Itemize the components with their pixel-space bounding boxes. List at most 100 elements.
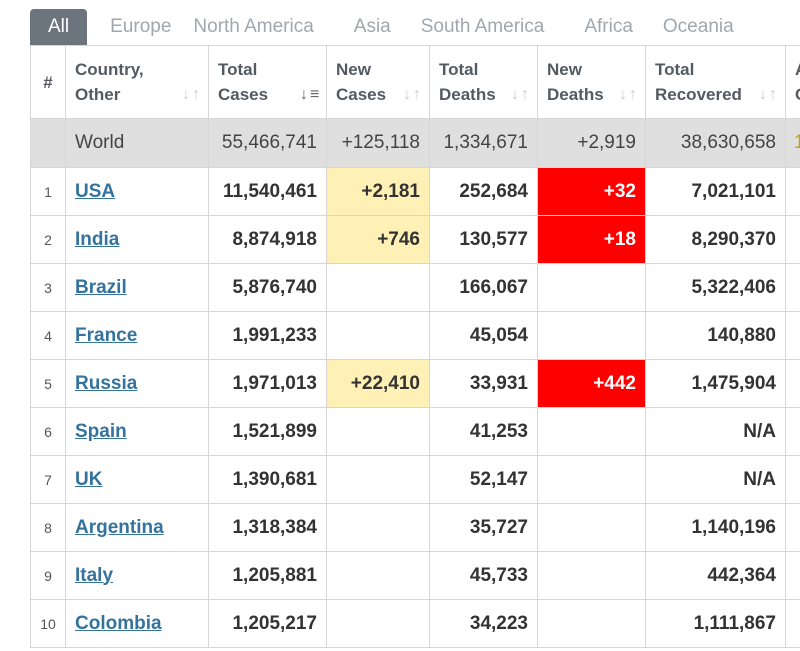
- active-cases-cell-partial: [785, 263, 800, 312]
- region-tabs: All Europe North America Asia South Amer…: [30, 9, 745, 45]
- country-link: France: [65, 311, 209, 360]
- col-header-new-cases[interactable]: New Cases ↓ ↑: [326, 45, 430, 119]
- active-cases-cell-partial: [785, 359, 800, 408]
- country-link[interactable]: India: [75, 228, 120, 250]
- total-cases-cell: 1,971,013: [208, 359, 327, 408]
- row-rank: 4: [30, 311, 66, 360]
- new-cases-cell: [326, 599, 430, 648]
- country-link: UK: [65, 455, 209, 504]
- tab-africa[interactable]: Africa: [584, 16, 633, 37]
- world-rank: [30, 118, 66, 168]
- active-cases-cell-partial: [785, 311, 800, 360]
- table-row: 4 France 1,991,233 45,054 140,880: [30, 311, 800, 360]
- total-deaths-cell: 41,253: [429, 407, 538, 456]
- sort-desc-icon[interactable]: ↓ ≡: [300, 86, 320, 103]
- tab-south-america[interactable]: South America: [420, 16, 545, 37]
- world-active-partial: 1: [785, 118, 800, 168]
- total-cases-cell: 1,390,681: [208, 455, 327, 504]
- col-header-country[interactable]: Country, Other ↓ ↑: [65, 45, 209, 119]
- row-rank: 2: [30, 215, 66, 264]
- new-deaths-cell: +442: [537, 359, 646, 408]
- total-deaths-cell: 35,727: [429, 503, 538, 552]
- total-deaths-cell: 45,054: [429, 311, 538, 360]
- col-header-total-recovered[interactable]: Total Recovered ↓ ↑: [645, 45, 786, 119]
- total-cases-cell: 11,540,461: [208, 167, 327, 216]
- total-deaths-cell: 52,147: [429, 455, 538, 504]
- total-deaths-cell: 252,684: [429, 167, 538, 216]
- country-link[interactable]: Argentina: [75, 516, 164, 538]
- col-header-new-deaths[interactable]: New Deaths ↓ ↑: [537, 45, 646, 119]
- total-cases-cell: 1,318,384: [208, 503, 327, 552]
- new-deaths-cell: [537, 503, 646, 552]
- table-row: 1 USA 11,540,461 +2,181 252,684 +32 7,021,101: [30, 167, 800, 216]
- new-cases-cell: [326, 455, 430, 504]
- total-recovered-cell: 1,140,196: [645, 503, 786, 552]
- country-link[interactable]: USA: [75, 180, 116, 202]
- total-cases-cell: 1,991,233: [208, 311, 327, 360]
- total-cases-cell: 5,876,740: [208, 263, 327, 312]
- tab-north-america[interactable]: North America: [193, 16, 314, 37]
- total-recovered-cell: N/A: [645, 455, 786, 504]
- tab-oceania[interactable]: Oceania: [662, 16, 734, 37]
- new-cases-cell: +746: [326, 215, 430, 264]
- total-recovered-cell: 8,290,370: [645, 215, 786, 264]
- table-row: 3 Brazil 5,876,740 166,067 5,322,406: [30, 263, 800, 312]
- new-deaths-cell: [537, 599, 646, 648]
- table-row: 7 UK 1,390,681 52,147 N/A: [30, 455, 800, 504]
- new-cases-cell: [326, 503, 430, 552]
- world-total-recovered: 38,630,658: [645, 118, 786, 168]
- sort-arrows-icon[interactable]: ↓ ↑: [182, 86, 200, 103]
- total-deaths-cell: 45,733: [429, 551, 538, 600]
- sort-arrows-icon[interactable]: ↓ ↑: [619, 86, 637, 103]
- country-link: Brazil: [65, 263, 209, 312]
- total-deaths-cell: 166,067: [429, 263, 538, 312]
- world-row: World 55,466,741 +125,118 1,334,671 +2,9…: [30, 118, 800, 168]
- sort-arrows-icon[interactable]: ↓ ↑: [403, 86, 421, 103]
- new-deaths-cell: +18: [537, 215, 646, 264]
- col-header-total-deaths[interactable]: Total Deaths ↓ ↑: [429, 45, 538, 119]
- row-rank: 9: [30, 551, 66, 600]
- tab-europe[interactable]: Europe: [110, 16, 172, 37]
- active-cases-cell-partial: [785, 599, 800, 648]
- country-link[interactable]: UK: [75, 468, 103, 490]
- new-cases-cell: [326, 407, 430, 456]
- new-deaths-cell: [537, 455, 646, 504]
- country-link: Russia: [65, 359, 209, 408]
- country-link[interactable]: Italy: [75, 564, 114, 586]
- active-cases-cell-partial: [785, 167, 800, 216]
- new-deaths-cell: [537, 263, 646, 312]
- new-cases-cell: +22,410: [326, 359, 430, 408]
- table-row: 8 Argentina 1,318,384 35,727 1,140,196: [30, 503, 800, 552]
- world-new-deaths: +2,919: [537, 118, 646, 168]
- total-recovered-cell: 1,475,904: [645, 359, 786, 408]
- col-header-active-cases-partial[interactable]: A C: [785, 45, 800, 119]
- table-row: 5 Russia 1,971,013 +22,410 33,931 +442 1,475,9…: [30, 359, 800, 408]
- new-deaths-cell: +32: [537, 167, 646, 216]
- sort-arrows-icon[interactable]: ↓ ↑: [511, 86, 529, 103]
- country-link[interactable]: Brazil: [75, 276, 127, 298]
- tab-asia[interactable]: Asia: [353, 16, 391, 37]
- total-cases-cell: 1,205,217: [208, 599, 327, 648]
- table-row: 6 Spain 1,521,899 41,253 N/A: [30, 407, 800, 456]
- row-rank: 8: [30, 503, 66, 552]
- tab-all[interactable]: All: [30, 9, 88, 45]
- new-deaths-cell: [537, 407, 646, 456]
- active-cases-cell-partial: [785, 551, 800, 600]
- country-link: USA: [65, 167, 209, 216]
- country-link[interactable]: Spain: [75, 420, 127, 442]
- row-rank: 7: [30, 455, 66, 504]
- active-cases-cell-partial: [785, 215, 800, 264]
- total-deaths-cell: 34,223: [429, 599, 538, 648]
- row-rank: 10: [30, 599, 66, 648]
- table-row: 10 Colombia 1,205,217 34,223 1,111,867: [30, 599, 800, 648]
- country-link[interactable]: France: [75, 324, 138, 346]
- country-link[interactable]: Colombia: [75, 612, 162, 634]
- new-cases-cell: [326, 263, 430, 312]
- total-recovered-cell: 7,021,101: [645, 167, 786, 216]
- world-new-cases: +125,118: [326, 118, 430, 168]
- active-cases-cell-partial: [785, 407, 800, 456]
- sort-arrows-icon[interactable]: ↓ ↑: [759, 86, 777, 103]
- row-rank: 6: [30, 407, 66, 456]
- country-link[interactable]: Russia: [75, 372, 138, 394]
- col-header-total-cases[interactable]: Total Cases ↓ ≡: [208, 45, 327, 119]
